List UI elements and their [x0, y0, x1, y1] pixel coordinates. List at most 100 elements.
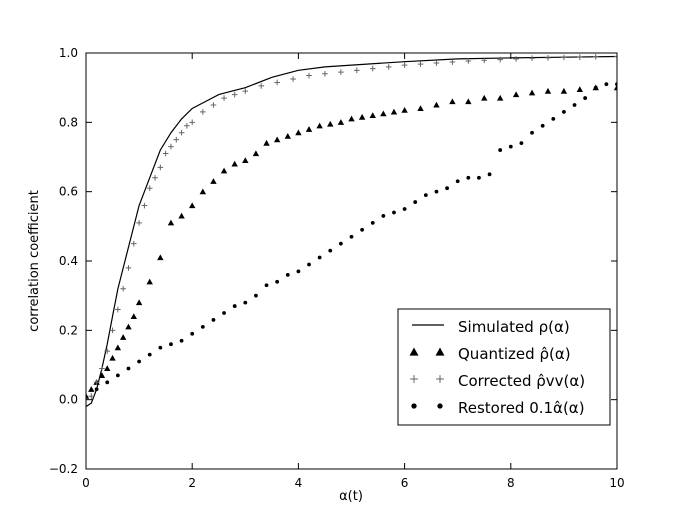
corrected-point	[577, 54, 583, 60]
corrected-point	[369, 65, 376, 72]
corrected-point	[173, 136, 180, 143]
restored-point	[317, 255, 322, 260]
x-axis-title: α(t)	[339, 489, 363, 504]
corrected-point	[125, 265, 132, 271]
legend: Simulated ρ(α) Quantized ρ̂(α) Corrected…	[397, 308, 611, 426]
y-tick-label: 0.0	[59, 393, 78, 407]
restored-point	[126, 366, 131, 371]
restored-point	[466, 175, 471, 180]
quantized-point	[465, 98, 472, 105]
corrected-point	[513, 56, 519, 62]
quantized-point	[114, 344, 122, 351]
y-axis-title: correlation coefficient	[27, 190, 42, 332]
restored-point	[562, 110, 566, 114]
y-tick-label: 0.8	[59, 115, 78, 129]
restored-point	[264, 283, 269, 288]
x-tick-label: 0	[82, 476, 90, 490]
corrected-point	[221, 95, 227, 101]
restored-point	[540, 123, 545, 128]
restored-point	[349, 234, 354, 239]
quantized-point	[433, 101, 440, 108]
quantized-point	[125, 323, 132, 330]
corrected-point	[210, 102, 217, 108]
quantized-point	[119, 334, 127, 340]
quantized-point	[576, 86, 584, 92]
corrected-point	[481, 57, 488, 64]
legend-dot	[437, 403, 443, 409]
quantized-point	[284, 133, 291, 139]
quantized-point	[316, 122, 323, 129]
restored-point	[285, 272, 290, 277]
corrected-point	[141, 202, 148, 209]
restored-point	[296, 269, 301, 274]
legend-label-restored: Restored 0.1α̂(α)	[458, 399, 585, 417]
quantized-point	[135, 299, 143, 306]
quantized-point	[496, 94, 504, 101]
restored-point	[179, 338, 184, 343]
quantized-point	[295, 129, 302, 136]
corrected-point	[93, 379, 100, 386]
restored-point	[423, 193, 428, 198]
quantized-point	[98, 372, 106, 378]
legend-label-corrected: Corrected ρ̂vv(α)	[458, 372, 585, 390]
corrected-point	[354, 67, 360, 74]
quantized-point	[199, 188, 207, 195]
corrected-point	[242, 88, 249, 94]
legend-plus	[436, 375, 444, 383]
quantized-point	[481, 94, 488, 101]
quantized-point	[167, 219, 175, 226]
quantized-point	[358, 113, 366, 120]
y-tick-label: −0.2	[49, 462, 78, 476]
restored-point	[392, 210, 396, 215]
restored-point	[487, 172, 492, 177]
corrected-point	[136, 220, 142, 226]
restored-point	[498, 148, 503, 152]
y-tick-label: 0.4	[59, 254, 78, 268]
restored-point	[307, 262, 311, 267]
corrected-point	[401, 62, 408, 68]
restored-point	[169, 342, 173, 347]
legend-triangle	[435, 347, 445, 356]
quantized-point	[88, 386, 95, 392]
quantized-point	[210, 178, 217, 184]
restored-point	[254, 293, 258, 298]
corrected-point	[592, 54, 599, 60]
quantized-point	[104, 365, 111, 372]
corrected-point	[306, 72, 312, 79]
restored-point	[593, 85, 598, 90]
restored-point	[105, 380, 110, 385]
corrected-point	[115, 306, 121, 313]
quantized-point	[401, 107, 408, 113]
corrected-point	[146, 185, 153, 191]
y-tick-label: 0.2	[59, 323, 78, 337]
corrected-point	[120, 285, 126, 292]
x-tick-label: 4	[295, 476, 303, 490]
restored-point	[115, 373, 120, 378]
restored-point	[445, 186, 449, 191]
quantized-point	[252, 150, 260, 157]
quantized-point	[178, 212, 185, 219]
quantized-point	[417, 105, 424, 112]
restored-point	[402, 207, 407, 211]
x-tick-label: 8	[507, 476, 515, 490]
quantized-point	[390, 108, 398, 115]
restored-point	[519, 141, 524, 146]
quantized-point	[242, 157, 249, 164]
quantized-point	[337, 119, 345, 125]
x-tick-label: 6	[401, 476, 409, 490]
restored-point	[94, 387, 99, 392]
restored-point	[190, 331, 195, 336]
legend-box	[397, 308, 611, 426]
restored-point	[508, 144, 513, 149]
corrected-point	[178, 129, 185, 136]
corrected-point	[614, 53, 617, 60]
quantized-point	[86, 393, 90, 399]
quantized-point	[528, 89, 536, 96]
y-tick-label: 0.6	[59, 185, 78, 199]
legend-plus	[410, 375, 418, 383]
restored-point	[275, 279, 280, 284]
quantized-point	[512, 91, 520, 98]
restored-point	[328, 248, 333, 253]
corrected-point	[497, 56, 503, 63]
